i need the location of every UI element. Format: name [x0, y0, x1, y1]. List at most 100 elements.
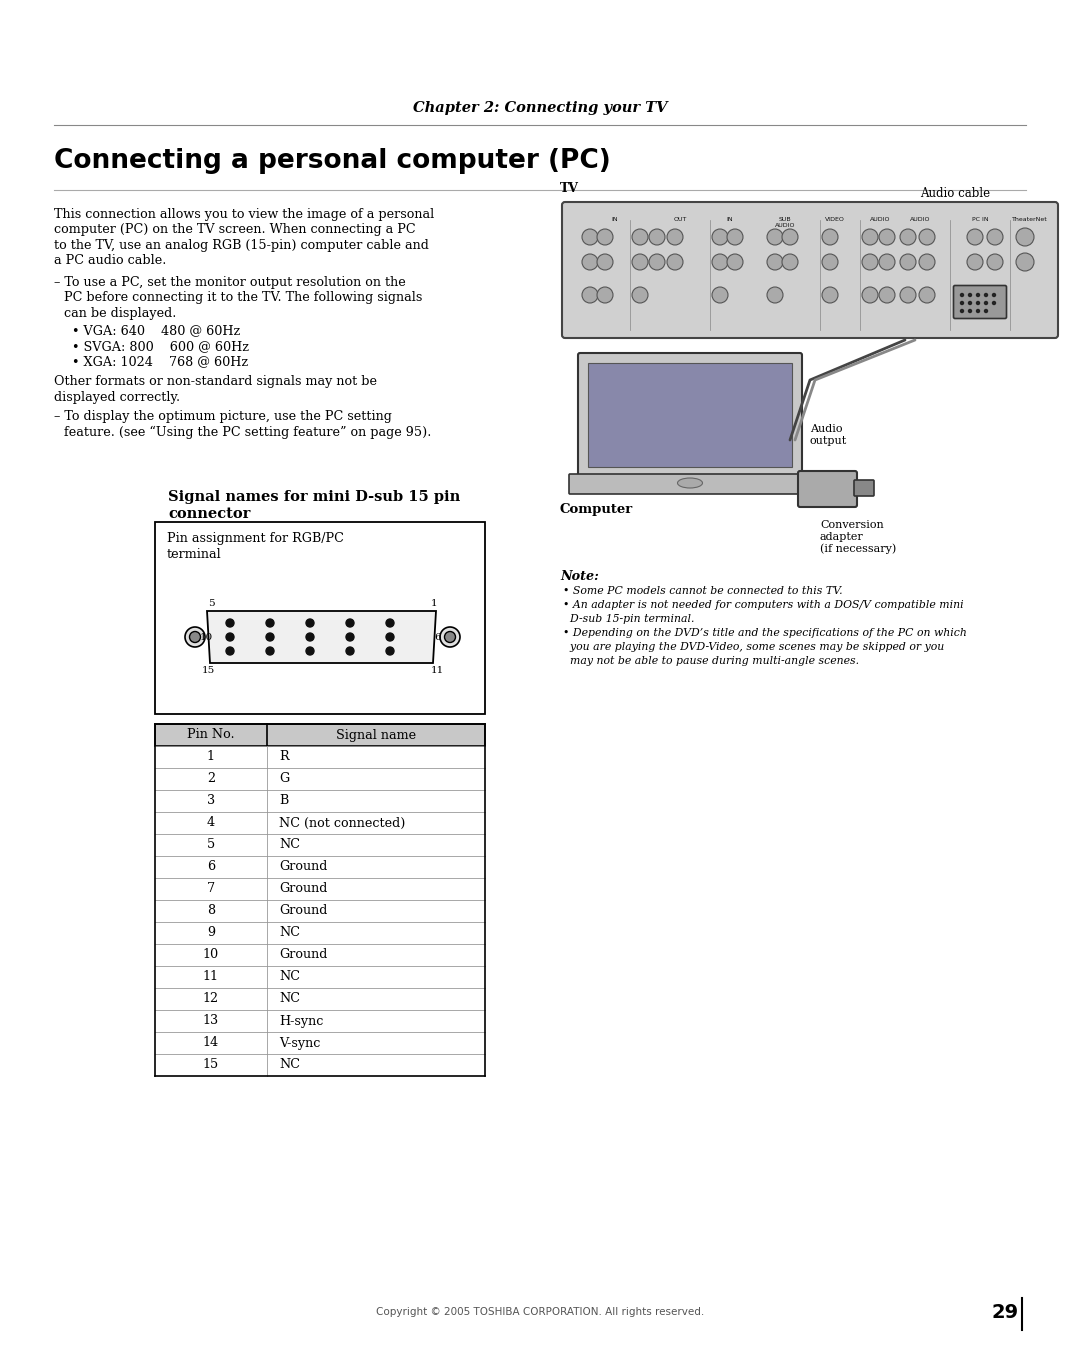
- Circle shape: [712, 229, 728, 245]
- Polygon shape: [207, 611, 436, 663]
- Circle shape: [967, 253, 983, 270]
- Text: Pin No.: Pin No.: [187, 728, 234, 741]
- Circle shape: [582, 253, 598, 270]
- Text: 15: 15: [202, 666, 215, 675]
- Text: 11: 11: [431, 666, 444, 675]
- Text: 12: 12: [203, 992, 219, 1006]
- Text: Chapter 2: Connecting your TV: Chapter 2: Connecting your TV: [413, 101, 667, 115]
- Text: 2: 2: [207, 772, 215, 786]
- Circle shape: [597, 253, 613, 270]
- Text: 5: 5: [207, 838, 215, 852]
- Text: 9: 9: [207, 926, 215, 940]
- Text: computer (PC) on the TV screen. When connecting a PC: computer (PC) on the TV screen. When con…: [54, 224, 416, 236]
- Ellipse shape: [185, 627, 205, 647]
- Circle shape: [266, 634, 274, 642]
- Text: V-sync: V-sync: [279, 1037, 321, 1050]
- Text: – To display the optimum picture, use the PC setting: – To display the optimum picture, use th…: [54, 410, 392, 423]
- Text: NC: NC: [279, 1058, 300, 1072]
- Text: • VGA: 640    480 @ 60Hz: • VGA: 640 480 @ 60Hz: [72, 325, 240, 337]
- Circle shape: [306, 634, 314, 642]
- Circle shape: [767, 253, 783, 270]
- Text: connector: connector: [168, 507, 251, 520]
- Text: Pin assignment for RGB/PC: Pin assignment for RGB/PC: [167, 532, 343, 545]
- Text: TV: TV: [561, 182, 579, 195]
- Text: – To use a PC, set the monitor output resolution on the: – To use a PC, set the monitor output re…: [54, 276, 406, 288]
- Circle shape: [985, 294, 987, 297]
- Text: Connecting a personal computer (PC): Connecting a personal computer (PC): [54, 148, 611, 174]
- Text: displayed correctly.: displayed correctly.: [54, 391, 180, 403]
- Circle shape: [386, 634, 394, 642]
- Bar: [156, 724, 485, 745]
- Text: 7: 7: [207, 883, 215, 895]
- Circle shape: [226, 647, 234, 655]
- Text: 10: 10: [200, 632, 213, 642]
- Circle shape: [782, 229, 798, 245]
- Text: you are playing the DVD-Video, some scenes may be skipped or you: you are playing the DVD-Video, some scen…: [563, 642, 944, 652]
- Text: TheaterNet: TheaterNet: [1012, 217, 1048, 222]
- Text: terminal: terminal: [167, 547, 221, 561]
- FancyBboxPatch shape: [798, 470, 858, 507]
- Text: 29: 29: [991, 1302, 1018, 1321]
- Circle shape: [919, 229, 935, 245]
- Text: 10: 10: [203, 949, 219, 961]
- Circle shape: [582, 229, 598, 245]
- Circle shape: [976, 310, 980, 313]
- Circle shape: [632, 287, 648, 303]
- Text: • SVGA: 800    600 @ 60Hz: • SVGA: 800 600 @ 60Hz: [72, 340, 249, 353]
- Circle shape: [985, 302, 987, 305]
- Circle shape: [266, 619, 274, 627]
- Text: 4: 4: [207, 817, 215, 829]
- Circle shape: [900, 253, 916, 270]
- Text: AUDIO: AUDIO: [909, 217, 930, 222]
- Text: IN: IN: [727, 217, 733, 222]
- Circle shape: [266, 647, 274, 655]
- Circle shape: [862, 287, 878, 303]
- Circle shape: [976, 294, 980, 297]
- Circle shape: [1016, 228, 1034, 245]
- Circle shape: [993, 302, 996, 305]
- Circle shape: [919, 287, 935, 303]
- Circle shape: [712, 253, 728, 270]
- Circle shape: [969, 302, 972, 305]
- Text: OUT: OUT: [673, 217, 687, 222]
- Text: PC IN: PC IN: [972, 217, 988, 222]
- Circle shape: [985, 310, 987, 313]
- Text: 5: 5: [208, 599, 215, 608]
- FancyBboxPatch shape: [954, 286, 1007, 318]
- Text: 14: 14: [203, 1037, 219, 1050]
- Ellipse shape: [189, 631, 201, 643]
- Text: NC: NC: [279, 971, 300, 984]
- Circle shape: [306, 647, 314, 655]
- Circle shape: [862, 253, 878, 270]
- Circle shape: [879, 253, 895, 270]
- Text: This connection allows you to view the image of a personal: This connection allows you to view the i…: [54, 208, 434, 221]
- Text: Conversion
adapter
(if necessary): Conversion adapter (if necessary): [820, 520, 896, 554]
- Text: 1: 1: [207, 751, 215, 763]
- Text: 13: 13: [203, 1015, 219, 1027]
- Bar: [588, 363, 792, 466]
- Circle shape: [900, 229, 916, 245]
- Circle shape: [712, 287, 728, 303]
- Circle shape: [782, 253, 798, 270]
- FancyBboxPatch shape: [854, 480, 874, 496]
- Circle shape: [822, 253, 838, 270]
- Text: AUDIO: AUDIO: [869, 217, 890, 222]
- Text: • Some PC models cannot be connected to this TV.: • Some PC models cannot be connected to …: [563, 586, 842, 596]
- Text: feature. (see “Using the PC setting feature” on page 95).: feature. (see “Using the PC setting feat…: [64, 426, 431, 438]
- Circle shape: [667, 229, 683, 245]
- Circle shape: [346, 647, 354, 655]
- Text: NC: NC: [279, 838, 300, 852]
- Text: H-sync: H-sync: [279, 1015, 323, 1027]
- Circle shape: [960, 294, 963, 297]
- Text: Ground: Ground: [279, 949, 327, 961]
- Circle shape: [960, 310, 963, 313]
- Text: Ground: Ground: [279, 905, 327, 918]
- Text: 1: 1: [431, 599, 437, 608]
- Circle shape: [582, 287, 598, 303]
- Text: Audio cable: Audio cable: [920, 187, 990, 200]
- Text: IN: IN: [611, 217, 619, 222]
- Circle shape: [632, 253, 648, 270]
- Text: NC (not connected): NC (not connected): [279, 817, 405, 829]
- FancyBboxPatch shape: [578, 353, 802, 477]
- Circle shape: [667, 253, 683, 270]
